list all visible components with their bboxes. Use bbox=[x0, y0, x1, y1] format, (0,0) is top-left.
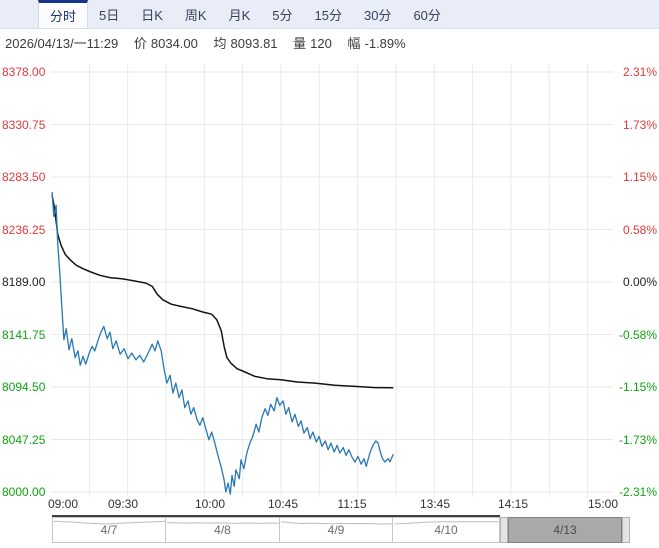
datebar-section-label: 4/10 bbox=[434, 523, 458, 537]
x-axis-time-label: 09:30 bbox=[107, 497, 139, 511]
tab-daily-k[interactable]: 日K bbox=[141, 7, 163, 23]
tab-monthly-k[interactable]: 月K bbox=[228, 7, 251, 23]
quote-datetime: 2026/04/13/一11:29 bbox=[5, 36, 119, 51]
price-value: 8034.00 bbox=[150, 36, 198, 51]
mini-sparkline bbox=[167, 519, 279, 528]
datebar-drag-handle[interactable] bbox=[500, 517, 508, 543]
chart-area[interactable] bbox=[51, 64, 613, 497]
y-axis-price-label: 8189.00 bbox=[2, 275, 46, 289]
datebar-section-label: 4/13 bbox=[553, 523, 577, 537]
datebar: 4/7 4/8 4/9 4/10 4/13 bbox=[52, 517, 630, 543]
quote-infobar: 2026/04/13/一11:29 价 8034.00 均 8093.81 量 120… bbox=[5, 33, 410, 52]
datebar-section-label: 4/8 bbox=[214, 523, 231, 537]
y-axis-price-label: 8047.25 bbox=[2, 432, 46, 447]
x-axis-time-label: 09:00 bbox=[47, 497, 79, 511]
datebar-section-4-9[interactable]: 4/9 bbox=[280, 517, 393, 543]
avg-label: 均 bbox=[213, 36, 227, 51]
tab-30min[interactable]: 30分 bbox=[363, 7, 392, 23]
change-value: -1.89% bbox=[364, 36, 406, 51]
mini-sparkline bbox=[54, 519, 166, 528]
datebar-section-4-8[interactable]: 4/8 bbox=[166, 517, 280, 543]
tab-15min[interactable]: 15分 bbox=[314, 7, 342, 23]
y-axis-pct-label: 2.31% bbox=[622, 65, 657, 79]
average-line bbox=[51, 195, 394, 389]
y-axis-pct-label: 0.00% bbox=[622, 275, 657, 289]
y-axis-price-label: 8094.50 bbox=[2, 380, 46, 394]
datebar-section-4-7[interactable]: 4/7 bbox=[52, 517, 166, 543]
datebar-section-4-10[interactable]: 4/10 bbox=[393, 517, 500, 543]
y-axis-price-label: 8141.75 bbox=[2, 327, 46, 342]
datebar-drag-handle[interactable] bbox=[622, 517, 630, 543]
x-axis-time-label: 15:00 bbox=[587, 497, 619, 511]
x-axis-time-label: 14:15 bbox=[497, 497, 529, 511]
volume-value: 120 bbox=[310, 36, 332, 51]
datebar-section-label: 4/9 bbox=[327, 523, 345, 537]
period-tabbar: 分时 5日 日K 周K 月K 5分 15分 30分 60分 bbox=[0, 0, 659, 29]
y-axis-price-label: 8000.00 bbox=[2, 485, 46, 499]
avg-value: 8093.81 bbox=[230, 36, 278, 51]
tab-5min[interactable]: 5分 bbox=[272, 7, 293, 23]
y-axis-pct-label: 1.15% bbox=[622, 170, 657, 184]
x-axis-time-label: 10:45 bbox=[267, 497, 299, 511]
y-axis-pct-label: -1.73% bbox=[618, 432, 657, 447]
x-axis-time-label: 10:00 bbox=[194, 497, 226, 511]
change-label: 幅 bbox=[347, 36, 361, 51]
x-axis-time-label: 13:45 bbox=[419, 497, 451, 511]
datebar-top-border bbox=[52, 515, 500, 518]
y-axis-pct-label: -0.58% bbox=[618, 327, 657, 342]
tab-weekly-k[interactable]: 周K bbox=[184, 7, 207, 23]
tab-intraday[interactable]: 分时 bbox=[38, 0, 89, 28]
price-label: 价 bbox=[133, 36, 147, 51]
y-axis-pct-label: 0.58% bbox=[622, 222, 657, 237]
tab-5day[interactable]: 5日 bbox=[99, 7, 120, 23]
mini-sparkline bbox=[281, 519, 392, 528]
y-axis-price-label: 8283.50 bbox=[2, 170, 46, 184]
tab-60min[interactable]: 60分 bbox=[413, 7, 441, 23]
datebar-section-label: 4/7 bbox=[100, 523, 118, 537]
y-axis-price-label: 8378.00 bbox=[2, 65, 46, 79]
volume-label: 量 bbox=[293, 36, 307, 51]
y-axis-pct-label: 1.73% bbox=[622, 117, 657, 132]
datebar-section-4-13[interactable]: 4/13 bbox=[508, 517, 622, 543]
price-line bbox=[51, 191, 394, 495]
y-axis-pct-label: -1.15% bbox=[618, 380, 657, 394]
x-axis-time-label: 11:15 bbox=[337, 497, 367, 511]
mini-sparkline bbox=[394, 519, 499, 528]
y-axis-pct-label: -2.31% bbox=[618, 485, 657, 499]
y-axis-price-label: 8330.75 bbox=[2, 117, 46, 132]
y-axis-price-label: 8236.25 bbox=[2, 222, 46, 237]
